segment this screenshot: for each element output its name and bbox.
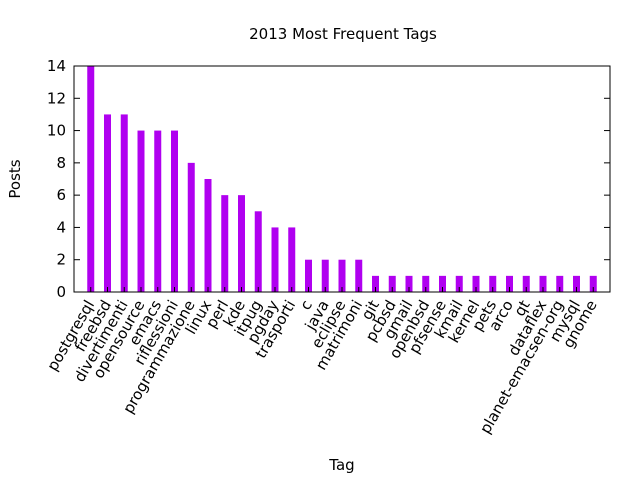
y-ticks-group: 0 2 4 6 8 10 12 14: [47, 57, 610, 301]
bar-mysql: [573, 275, 580, 292]
bar-kde: [238, 195, 245, 292]
bar-pgday: [271, 227, 279, 292]
bar-eclipse: [338, 259, 346, 292]
bar-openbsd: [422, 275, 430, 292]
bar-c: [305, 259, 312, 292]
x-tick-labels-group: postgresqlfreebsddivertimentiopensourcee…: [43, 287, 601, 437]
bar-divertimenti: [120, 114, 128, 293]
plot-border: [73, 65, 611, 293]
bar-gnome: [589, 275, 597, 292]
bar-dataflex: [539, 275, 547, 292]
bar-qt: [522, 275, 530, 292]
bar-matrimoni: [355, 259, 363, 292]
bar-git: [372, 275, 379, 292]
bar-planet-emacsen-org: [556, 275, 564, 292]
bar-freebsd: [104, 114, 111, 293]
bar-pcbsd: [388, 275, 396, 292]
y-tick-label-10: 10: [47, 122, 66, 140]
y-tick-label-6: 6: [56, 186, 66, 204]
bar-opensource: [137, 130, 145, 292]
y-tick-label-4: 4: [56, 218, 66, 236]
y-tick-label-8: 8: [56, 154, 66, 172]
bars-group: [87, 66, 597, 293]
bar-postgresql: [87, 66, 95, 292]
y-tick-label-2: 2: [56, 251, 66, 269]
bar-pets: [489, 275, 497, 292]
y-axis-label: Posts: [6, 159, 24, 198]
bar-linux: [204, 179, 212, 292]
chart-title: 2013 Most Frequent Tags: [249, 25, 437, 43]
bar-trasporti: [288, 227, 296, 292]
bar-emacs: [154, 130, 162, 292]
y-tick-label-12: 12: [47, 89, 66, 107]
bar-gmail: [405, 275, 413, 292]
x-axis-label: Tag: [328, 456, 354, 474]
bar-java: [321, 259, 329, 292]
bar-arco: [506, 275, 513, 292]
y-tick-label-14: 14: [47, 57, 66, 75]
bar-riflessioni: [171, 130, 178, 292]
bar-perl: [221, 195, 229, 292]
y-tick-label-0: 0: [56, 283, 66, 301]
bar-kernel: [472, 275, 480, 292]
bar-itpug: [254, 211, 262, 292]
bar-kmail: [455, 275, 463, 292]
bar-programmazione: [187, 162, 195, 292]
bar-pfsense: [439, 275, 446, 292]
